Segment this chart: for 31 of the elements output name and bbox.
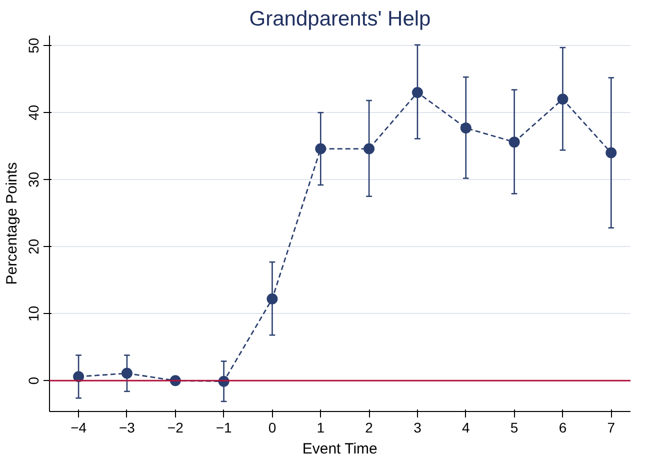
x-tick-label: −4 xyxy=(70,420,87,436)
y-tick-label: 20 xyxy=(26,238,42,254)
x-axis-title: Event Time xyxy=(302,440,378,458)
x-tick-label: 6 xyxy=(558,420,567,436)
point xyxy=(315,143,326,154)
x-tick-label: 3 xyxy=(414,420,422,436)
x-tick-label: 7 xyxy=(607,420,616,436)
x-tick-label: −3 xyxy=(118,420,136,436)
x-tick-label: −1 xyxy=(216,420,232,436)
y-tick-label: 40 xyxy=(26,104,42,120)
x-tick-label: 5 xyxy=(510,420,518,436)
y-axis-title: Percentage Points xyxy=(4,162,20,285)
point xyxy=(460,122,472,134)
point xyxy=(73,371,84,382)
point xyxy=(121,368,132,379)
y-tick-label: 0 xyxy=(26,376,42,385)
y-tick-label: 50 xyxy=(26,38,42,54)
x-tick-label: 0 xyxy=(268,420,276,436)
point xyxy=(364,143,375,154)
x-tick-label: 1 xyxy=(316,420,325,436)
chart-title: Grandparents' Help xyxy=(249,8,431,30)
point xyxy=(606,147,617,158)
x-tick-label: 4 xyxy=(462,420,470,436)
point xyxy=(412,86,423,98)
x-tick-label: 2 xyxy=(365,420,374,436)
point xyxy=(557,94,568,105)
point xyxy=(508,136,520,148)
point xyxy=(266,293,278,304)
y-tick-label: 30 xyxy=(26,172,42,188)
y-tick-label: 10 xyxy=(26,306,42,322)
x-tick-label: −2 xyxy=(167,420,184,436)
